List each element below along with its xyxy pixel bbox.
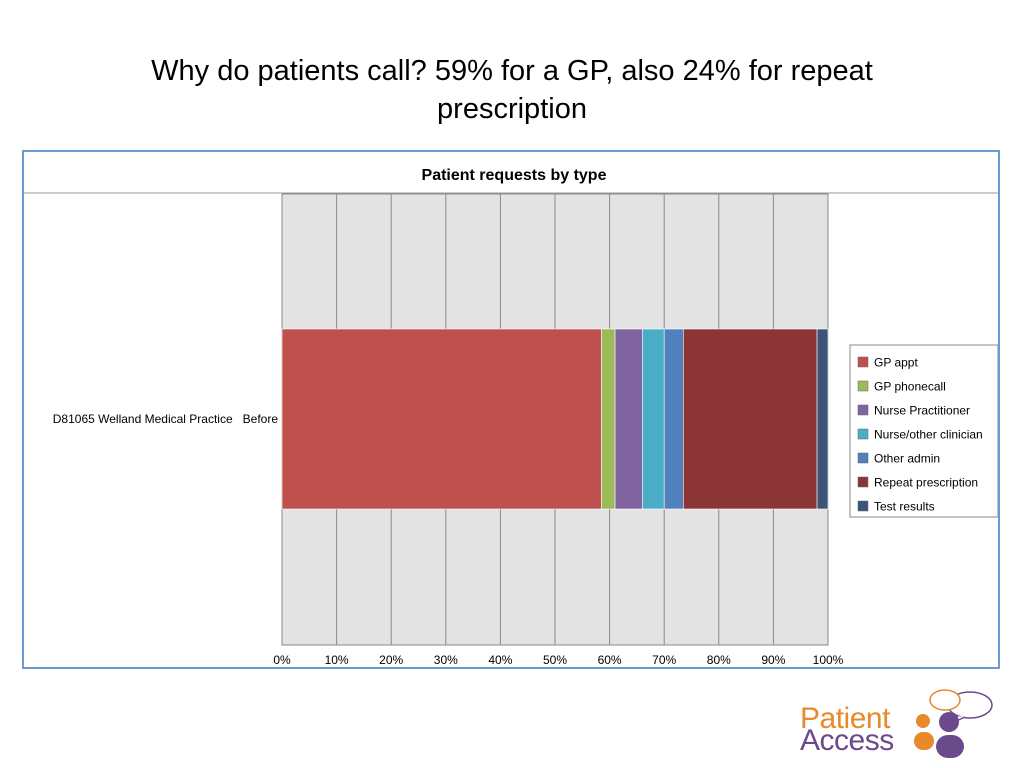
bar-segment-gp-phonecall (601, 328, 616, 510)
x-axis-ticks: 0% 10% 20% 30% 40% 50% 60% 70% 80% 90% 100% (273, 653, 843, 667)
legend-swatch (857, 476, 869, 488)
legend: GP appt GP phonecall Nurse Practitioner Nur… (849, 344, 998, 518)
x-tick-label: 60% (598, 653, 622, 667)
logo-people-icon (914, 689, 993, 758)
legend-entry-label: Test results (874, 500, 935, 514)
x-tick-label: 10% (325, 653, 349, 667)
legend-entry-label: Other admin (874, 452, 940, 466)
legend-box (849, 344, 998, 518)
legend-swatch (857, 380, 869, 392)
y-axis-categories: D81065 Welland Medical Practice Before (53, 412, 279, 426)
x-tick-label: 70% (652, 653, 676, 667)
bar-segment-test-results (816, 328, 829, 510)
bar-segment-nurse-other-clinician (642, 328, 665, 510)
stacked-bar-chart: Patient requests by type 0% 10% 20% 30% 40% 5… (24, 167, 998, 667)
legend-entry-label: Nurse/other clinician (874, 428, 983, 442)
legend-swatch (857, 404, 869, 416)
x-tick-label: 50% (543, 653, 567, 667)
logo-text-patient: Patient (800, 702, 890, 735)
legend-swatch (857, 356, 869, 368)
x-tick-label: 100% (813, 653, 844, 667)
legend-entry-label: Nurse Practitioner (874, 404, 970, 418)
legend-entry-label: Repeat prescription (874, 476, 978, 490)
legend-swatch (857, 500, 869, 512)
legend-swatch (857, 452, 869, 464)
legend-swatch (857, 428, 869, 440)
logo-text-access: Access (800, 724, 894, 757)
chart-container: Patient requests by type 0% 10% 20% 30% 40% 5… (22, 150, 1000, 669)
legend-entry-label: GP phonecall (874, 380, 946, 394)
slide-title-line-2: prescription (437, 93, 587, 125)
x-tick-label: 30% (434, 653, 458, 667)
slide-title: Why do patients call? 59% for a GP, also… (0, 52, 1024, 128)
x-tick-label: 90% (761, 653, 785, 667)
bar-segment-nurse-practitioner (614, 328, 643, 510)
x-tick-label: 0% (273, 653, 291, 667)
category-label: D81065 Welland Medical Practice Before (53, 412, 279, 426)
x-tick-label: 20% (379, 653, 403, 667)
bar-segment-gp-appt (281, 328, 602, 510)
chart-title: Patient requests by type (422, 167, 607, 184)
x-tick-label: 80% (707, 653, 731, 667)
bar-segment-other-admin (663, 328, 684, 510)
legend-entry-label: GP appt (874, 356, 918, 370)
bar-segment-repeat-prescription (683, 328, 818, 510)
x-tick-label: 40% (488, 653, 512, 667)
patient-access-logo: Patient Access (795, 686, 1010, 758)
slide-title-line-1: Why do patients call? 59% for a GP, also… (151, 55, 873, 87)
plot-area (281, 193, 829, 646)
